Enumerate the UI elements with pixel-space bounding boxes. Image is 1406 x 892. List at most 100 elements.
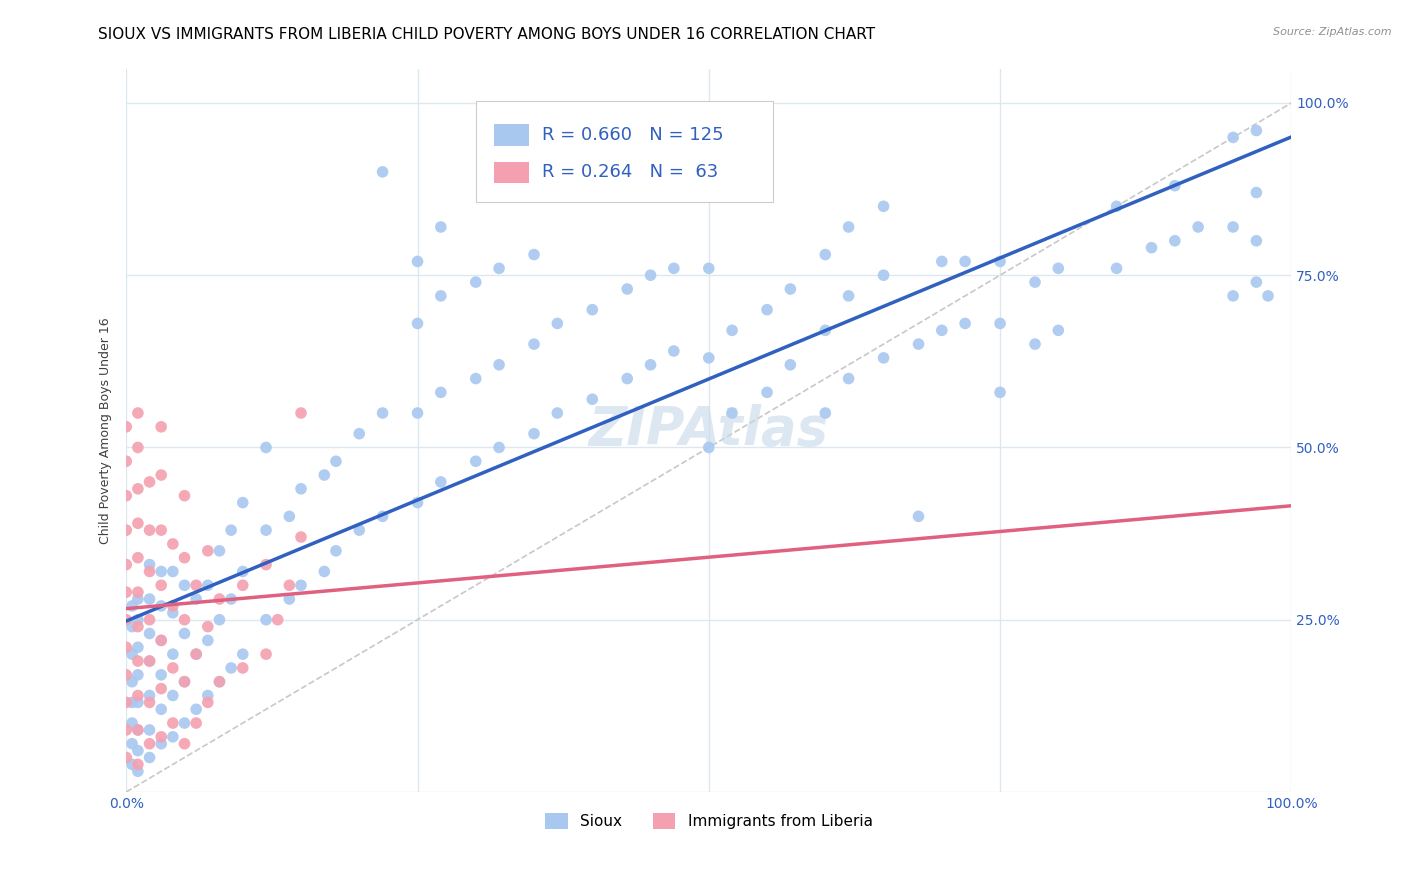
Point <box>1105 199 1128 213</box>
Point <box>581 392 603 407</box>
Point <box>138 723 160 737</box>
Point <box>290 578 312 592</box>
Point <box>208 674 231 689</box>
Point <box>162 661 184 675</box>
Point <box>138 626 160 640</box>
Point <box>1187 219 1209 234</box>
Point <box>138 613 160 627</box>
Point <box>464 371 486 385</box>
Point <box>115 613 138 627</box>
Point <box>127 640 149 655</box>
Point <box>406 495 429 509</box>
Point <box>1047 323 1070 337</box>
Point <box>208 613 231 627</box>
Point <box>127 723 149 737</box>
Point <box>488 358 510 372</box>
Point <box>278 509 301 524</box>
Point <box>953 317 976 331</box>
Point <box>779 282 801 296</box>
Point <box>314 468 336 483</box>
Point <box>325 454 347 468</box>
Point <box>150 578 173 592</box>
Point <box>121 695 143 709</box>
Point <box>138 737 160 751</box>
Point <box>150 702 173 716</box>
Point <box>162 606 184 620</box>
Point <box>208 592 231 607</box>
Point <box>325 544 347 558</box>
Point <box>186 647 208 661</box>
Point <box>523 123 546 137</box>
Point <box>115 523 138 537</box>
Point <box>138 689 160 703</box>
Point <box>127 654 149 668</box>
Point <box>349 523 371 537</box>
Point <box>138 565 160 579</box>
Point <box>756 302 779 317</box>
Point <box>186 716 208 731</box>
Point <box>464 454 486 468</box>
Point <box>127 585 149 599</box>
Point <box>115 585 138 599</box>
Point <box>127 613 149 627</box>
Point <box>1246 186 1268 200</box>
Point <box>127 406 149 420</box>
Point <box>127 441 149 455</box>
Point <box>186 702 208 716</box>
Point <box>150 419 173 434</box>
Point <box>616 371 638 385</box>
Point <box>406 317 429 331</box>
Point <box>138 654 160 668</box>
Point <box>523 247 546 261</box>
Point <box>872 351 894 365</box>
Point <box>907 509 929 524</box>
Point <box>254 523 277 537</box>
Point <box>138 654 160 668</box>
Point <box>150 737 173 751</box>
Point <box>1024 337 1046 351</box>
Text: R = 0.660   N = 125: R = 0.660 N = 125 <box>543 126 724 144</box>
Legend: Sioux, Immigrants from Liberia: Sioux, Immigrants from Liberia <box>538 806 879 835</box>
Point <box>150 668 173 682</box>
Point <box>115 419 138 434</box>
Point <box>127 723 149 737</box>
Point <box>988 317 1011 331</box>
Point <box>162 647 184 661</box>
Point <box>430 289 453 303</box>
Point <box>814 406 837 420</box>
Point <box>197 695 219 709</box>
Point <box>838 219 860 234</box>
Point <box>173 550 195 565</box>
Point <box>1105 261 1128 276</box>
Point <box>197 633 219 648</box>
Point <box>127 689 149 703</box>
Text: Source: ZipAtlas.com: Source: ZipAtlas.com <box>1274 27 1392 37</box>
Point <box>121 716 143 731</box>
Point <box>464 275 486 289</box>
Point <box>254 558 277 572</box>
Point <box>314 565 336 579</box>
Point <box>121 647 143 661</box>
Point <box>581 302 603 317</box>
Point <box>173 737 195 751</box>
Point <box>173 613 195 627</box>
Point <box>219 661 242 675</box>
Point <box>697 351 720 365</box>
Point <box>953 254 976 268</box>
Point <box>138 592 160 607</box>
Point <box>1164 178 1187 193</box>
Point <box>1222 219 1244 234</box>
Point <box>662 344 685 359</box>
Point <box>931 323 953 337</box>
Point <box>721 323 744 337</box>
Point <box>138 475 160 489</box>
Point <box>546 406 568 420</box>
Point <box>254 647 277 661</box>
Point <box>173 674 195 689</box>
FancyBboxPatch shape <box>475 101 773 202</box>
Point <box>278 592 301 607</box>
Point <box>150 633 173 648</box>
Point <box>197 578 219 592</box>
Point <box>499 117 522 131</box>
Point <box>150 565 173 579</box>
